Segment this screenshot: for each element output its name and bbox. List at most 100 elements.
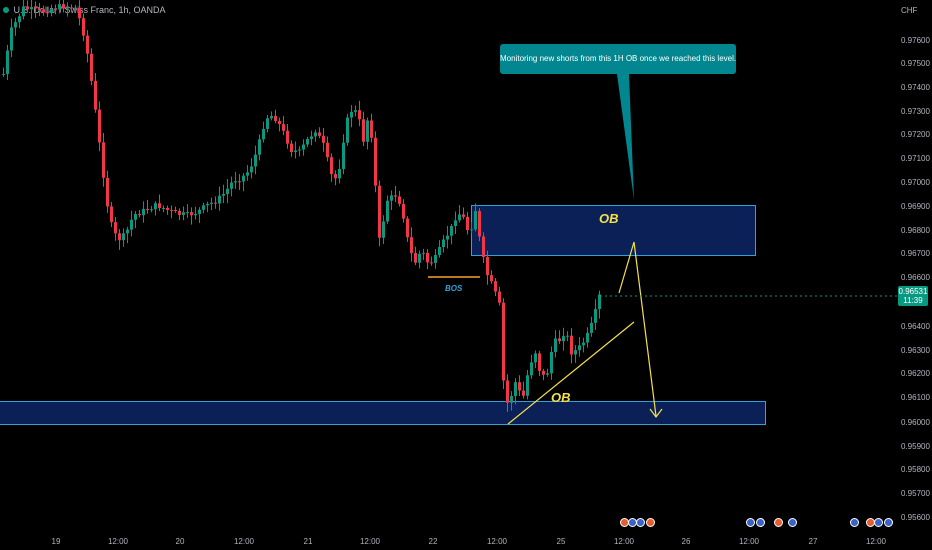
candle-body — [98, 109, 101, 143]
candle-body — [526, 375, 529, 396]
time-axis[interactable]: 19 12:00 20 12:00 21 12:00 22 12:00 25 12:00 26 12:… — [0, 535, 932, 550]
time-tick: 19 — [51, 537, 61, 546]
candle-body — [30, 7, 33, 10]
time-tick: 21 — [303, 537, 313, 546]
candle-body — [298, 149, 301, 151]
candle-body — [230, 182, 233, 189]
time-tick: 20 — [175, 537, 185, 546]
candle-body — [14, 22, 17, 28]
candle-body — [406, 218, 409, 238]
candle-body — [414, 253, 417, 263]
candle-body — [54, 9, 57, 11]
flag-icon[interactable] — [756, 518, 765, 527]
upper-zone-label: OB — [599, 211, 619, 226]
candle-body — [506, 380, 509, 403]
flag-icon[interactable] — [646, 518, 655, 527]
candle-body — [62, 4, 65, 9]
candle-body — [170, 209, 173, 211]
candle-body — [462, 214, 465, 217]
candle-body — [422, 252, 425, 254]
lower-order-block-zone[interactable] — [0, 401, 766, 425]
candle-body — [202, 205, 205, 210]
candle-body — [182, 212, 185, 215]
candle-body — [390, 195, 393, 201]
bar-countdown: 11:39 — [903, 296, 923, 305]
candle-body — [210, 202, 213, 204]
candle-body — [46, 12, 49, 14]
candle-body — [534, 353, 537, 363]
candle-body — [566, 335, 569, 337]
price-tick: 0.97200 — [901, 130, 930, 139]
flag-icon[interactable] — [874, 518, 883, 527]
callout-box[interactable]: Monitoring new shorts from this 1H OB on… — [500, 44, 736, 74]
time-tick: 12:00 — [738, 537, 760, 546]
candle-body — [426, 252, 429, 263]
candle-body — [554, 338, 557, 352]
candle-body — [546, 373, 549, 375]
flag-icon[interactable] — [788, 518, 797, 527]
market-status-dot — [3, 7, 9, 13]
candlestick-chart[interactable] — [0, 0, 897, 535]
candle-body — [466, 216, 469, 231]
time-tick: 12:00 — [865, 537, 887, 546]
candle-body — [346, 117, 349, 143]
candle-body — [470, 229, 473, 231]
candle-body — [74, 7, 77, 9]
price-tick: 0.97300 — [901, 107, 930, 116]
flag-icon[interactable] — [774, 518, 783, 527]
candle-body — [78, 7, 81, 19]
candle-body — [314, 132, 317, 137]
candle-body — [342, 142, 345, 169]
candle-body — [538, 353, 541, 371]
candle-body — [594, 309, 597, 323]
candle-body — [130, 219, 133, 230]
candle-body — [394, 195, 397, 197]
symbol-title: U.S. Dollar / Swiss Franc, 1h, OANDA — [13, 5, 166, 15]
candle-body — [150, 209, 153, 211]
candle-body — [162, 207, 165, 209]
price-tick: 0.96700 — [901, 249, 930, 258]
candle-body — [322, 135, 325, 143]
candle-body — [430, 262, 433, 264]
price-tick: 0.95800 — [901, 465, 930, 474]
candle-body — [118, 233, 121, 241]
candle-body — [590, 322, 593, 333]
candle-body — [198, 209, 201, 214]
candle-body — [222, 193, 225, 196]
candle-body — [486, 257, 489, 276]
price-axis[interactable]: CHF 0.97600 0.97500 0.97400 0.97300 0.97200 0… — [897, 0, 932, 535]
time-tick: 12:00 — [233, 537, 255, 546]
candle-body — [282, 124, 285, 131]
candle-body — [290, 143, 293, 152]
flag-icon[interactable] — [636, 518, 645, 527]
candle-body — [454, 220, 457, 227]
time-tick: 12:00 — [107, 537, 129, 546]
candle-body — [562, 336, 565, 342]
flag-icon[interactable] — [850, 518, 859, 527]
flag-icon[interactable] — [746, 518, 755, 527]
trendline — [507, 321, 635, 425]
chart-legend: U.S. Dollar / Swiss Franc, 1h, OANDA — [3, 5, 166, 15]
candle-body — [226, 188, 229, 194]
candle-body — [418, 253, 421, 263]
currency-label: CHF — [901, 6, 918, 15]
candle-body — [146, 208, 149, 210]
price-tick: 0.97500 — [901, 59, 930, 68]
upper-order-block-zone[interactable] — [471, 205, 756, 256]
candle-body — [102, 142, 105, 178]
flag-icon[interactable] — [884, 518, 893, 527]
time-tick: 12:00 — [486, 537, 508, 546]
candle-body — [114, 222, 117, 234]
price-tick: 0.96900 — [901, 202, 930, 211]
candle-body — [90, 53, 93, 81]
candle-body — [142, 208, 145, 216]
candle-body — [494, 281, 497, 292]
candle-body — [306, 138, 309, 145]
chart-area[interactable]: U.S. Dollar / Swiss Franc, 1h, OANDA OB … — [0, 0, 897, 535]
candle-body — [574, 350, 577, 355]
candle-body — [242, 175, 245, 182]
candle-body — [158, 203, 161, 208]
candle-body — [374, 137, 377, 186]
candle-body — [82, 18, 85, 36]
candle-body — [362, 119, 365, 142]
